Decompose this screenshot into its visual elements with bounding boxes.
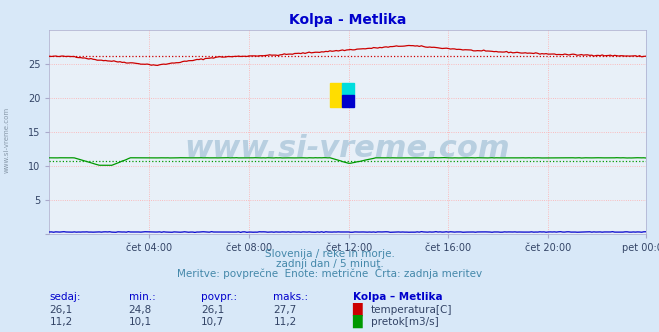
- Bar: [341, 83, 354, 95]
- Text: temperatura[C]: temperatura[C]: [371, 305, 453, 315]
- Text: povpr.:: povpr.:: [201, 292, 237, 302]
- Text: www.si-vreme.com: www.si-vreme.com: [185, 134, 511, 163]
- Text: min.:: min.:: [129, 292, 156, 302]
- Text: 26,1: 26,1: [201, 305, 224, 315]
- Text: █: █: [353, 303, 362, 316]
- Text: 10,1: 10,1: [129, 317, 152, 327]
- Text: 24,8: 24,8: [129, 305, 152, 315]
- Text: 26,1: 26,1: [49, 305, 72, 315]
- Text: 27,7: 27,7: [273, 305, 297, 315]
- Bar: [330, 83, 341, 108]
- Text: Kolpa – Metlika: Kolpa – Metlika: [353, 292, 442, 302]
- Text: 11,2: 11,2: [49, 317, 72, 327]
- Text: maks.:: maks.:: [273, 292, 308, 302]
- Text: pretok[m3/s]: pretok[m3/s]: [371, 317, 439, 327]
- Bar: [341, 95, 354, 108]
- Text: Slovenija / reke in morje.: Slovenija / reke in morje.: [264, 249, 395, 259]
- Text: zadnji dan / 5 minut.: zadnji dan / 5 minut.: [275, 259, 384, 269]
- Text: Meritve: povprečne  Enote: metrične  Črta: zadnja meritev: Meritve: povprečne Enote: metrične Črta:…: [177, 267, 482, 279]
- Text: sedaj:: sedaj:: [49, 292, 81, 302]
- Text: 11,2: 11,2: [273, 317, 297, 327]
- Text: www.si-vreme.com: www.si-vreme.com: [3, 106, 9, 173]
- Text: █: █: [353, 315, 362, 328]
- Text: 10,7: 10,7: [201, 317, 224, 327]
- Title: Kolpa - Metlika: Kolpa - Metlika: [289, 13, 407, 27]
